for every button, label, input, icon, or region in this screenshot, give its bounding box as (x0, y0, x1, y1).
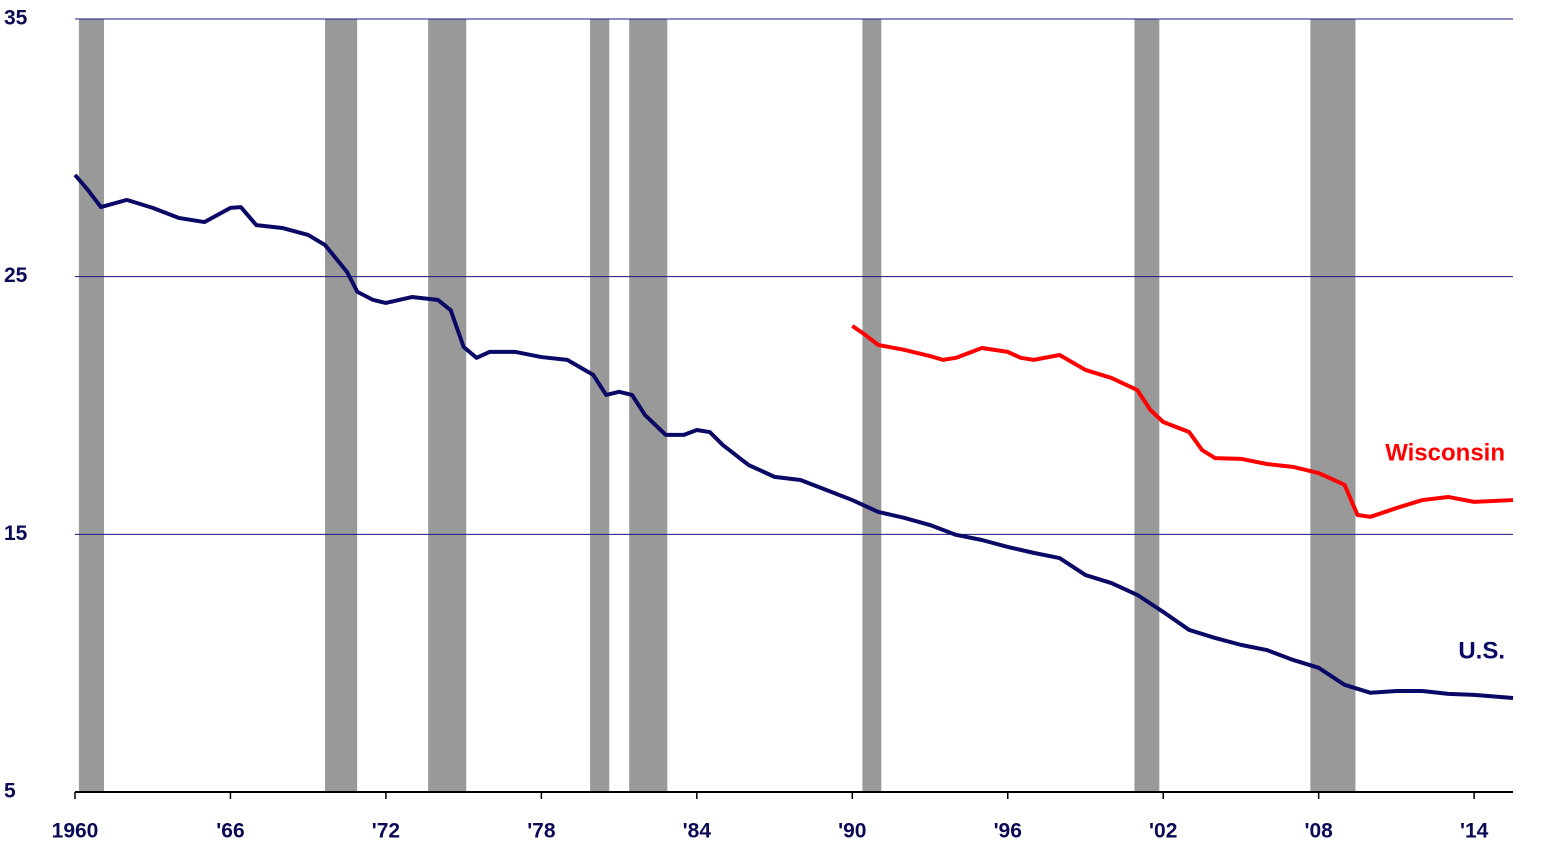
recession-band (428, 19, 467, 792)
recession-band (78, 19, 105, 792)
x-tick-label: '84 (683, 820, 712, 843)
y-tick-label: 35 (4, 7, 28, 30)
series-line (73, 173, 1514, 700)
recession-band (629, 19, 668, 792)
x-tick-label: '14 (1460, 820, 1489, 843)
x-tick-label: '66 (216, 820, 244, 843)
x-tick-label: 1960 (52, 820, 99, 843)
y-tick-label: 5 (4, 780, 16, 803)
recession-band (325, 19, 358, 792)
recession-band (1310, 19, 1356, 792)
series-label: U.S. (1458, 637, 1505, 664)
x-tick-label: '08 (1304, 820, 1333, 843)
x-tick-label: '78 (527, 820, 556, 843)
recession-band (590, 19, 610, 792)
series-label: Wisconsin (1385, 439, 1505, 466)
x-tick-label: '90 (838, 820, 866, 843)
recession-band (862, 19, 882, 792)
x-tick-label: '96 (994, 820, 1022, 843)
y-tick-label: 25 (4, 264, 28, 287)
y-tick-label: 15 (4, 522, 28, 545)
x-tick-label: '72 (372, 820, 400, 843)
x-tick-label: '02 (1149, 820, 1177, 843)
series-line (851, 324, 1514, 519)
